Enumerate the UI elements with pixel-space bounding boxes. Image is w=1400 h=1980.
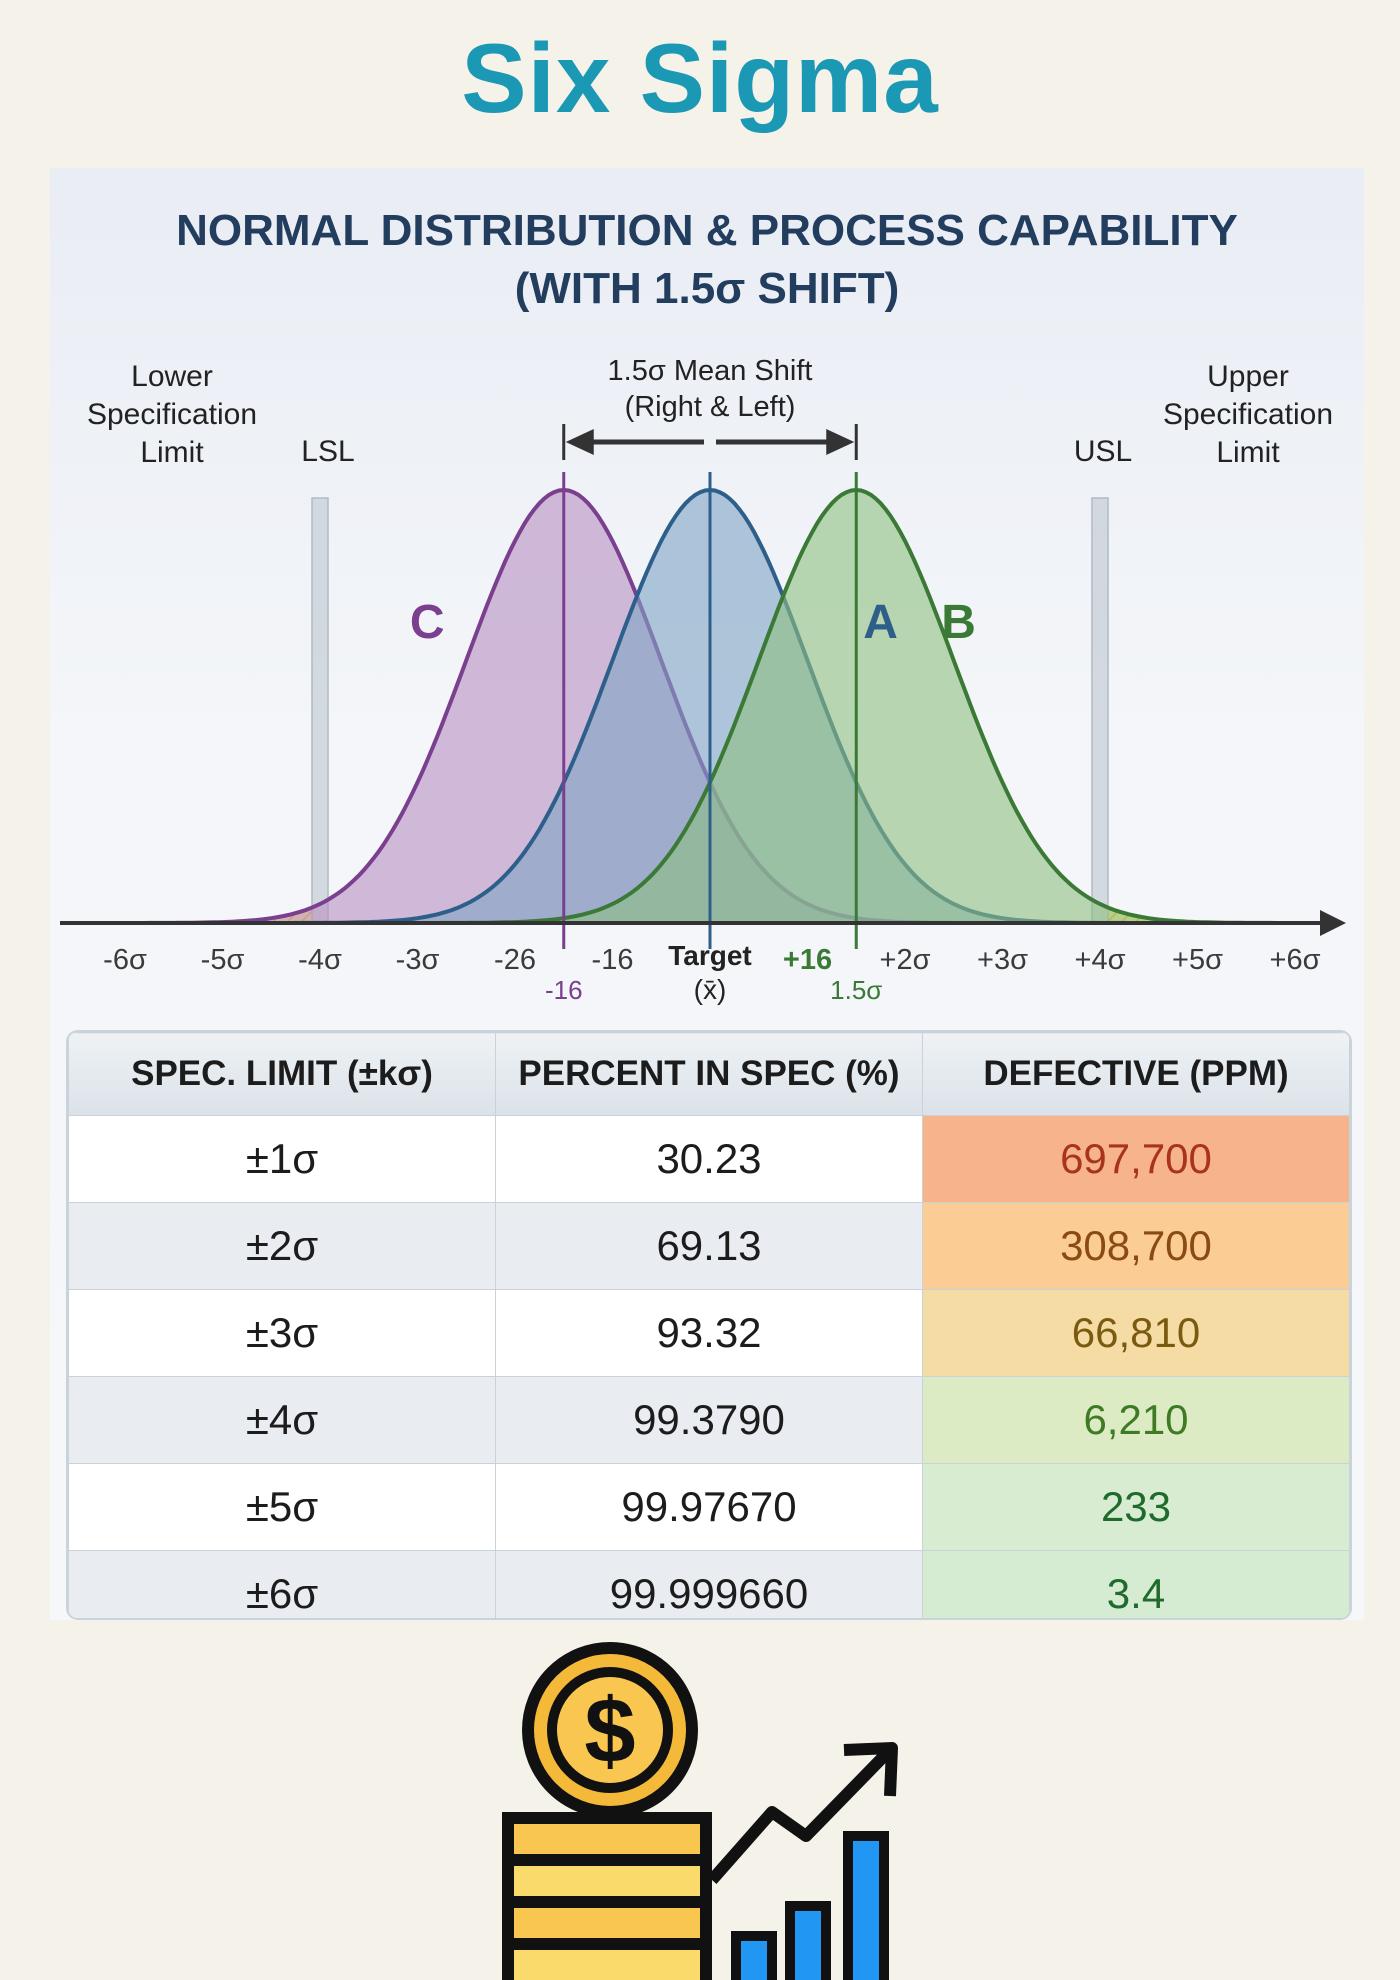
table-row: ±2σ 69.13 308,700 [68, 1202, 1350, 1290]
upper-spec-text: Upper [1207, 360, 1289, 393]
cell-spec-limit: ±6σ [68, 1550, 496, 1618]
chart-title-line1: NORMAL DISTRIBUTION & PROCESS CAPABILITY [176, 206, 1238, 255]
cell-percent: 99.97670 [495, 1463, 923, 1551]
cell-spec-limit: ±3σ [68, 1289, 496, 1377]
shift-label-left: -16 [545, 975, 583, 1005]
series-label-a: A [863, 596, 898, 649]
dollar-symbol: $ [584, 1680, 635, 1782]
table-row: ±5σ 99.97670 233 [68, 1463, 1350, 1551]
cell-spec-limit: ±2σ [68, 1202, 496, 1290]
tick-label: +5σ [1172, 944, 1223, 976]
target-label-sub: (x̄) [694, 974, 727, 1005]
lsl-label: LSL [301, 435, 354, 468]
cell-percent: 69.13 [495, 1202, 923, 1290]
mean-shift-sub: (Right & Left) [625, 391, 796, 423]
cell-percent: 93.32 [495, 1289, 923, 1377]
tick-label: -3σ [396, 944, 440, 976]
tick-label: +2σ [880, 944, 931, 976]
tick-label: +6σ [1270, 944, 1321, 976]
cell-spec-limit: ±5σ [68, 1463, 496, 1551]
x-axis-arrow-icon [1320, 910, 1346, 936]
tick-label: -26 [494, 944, 536, 976]
shift-label-right: 1.5σ [830, 975, 882, 1005]
header-ppm: DEFECTIVE (PPM) [922, 1032, 1350, 1116]
cell-ppm: 6,210 [922, 1376, 1350, 1464]
cell-ppm: 697,700 [922, 1115, 1350, 1203]
lsl-line [311, 497, 329, 924]
cell-ppm: 3.4 [922, 1550, 1350, 1618]
usl-line [1091, 497, 1109, 924]
arrow-right-icon [826, 429, 855, 455]
mean-shift-label: 1.5σ Mean Shift [608, 355, 813, 387]
tick-label: -6σ [103, 944, 147, 976]
table-row: ±3σ 93.32 66,810 [68, 1289, 1350, 1377]
sigma-table: SPEC. LIMIT (±kσ) PERCENT IN SPEC (%) DE… [66, 1030, 1352, 1620]
table-row: ±1σ 30.23 697,700 [68, 1115, 1350, 1203]
cell-spec-limit: ±1σ [68, 1115, 496, 1203]
target-label: Target [668, 940, 752, 971]
arrow-left-icon [565, 429, 594, 455]
distribution-chart: C A B -6σ -5σ -4σ -3σ -26 -16 +16 +2σ +3σ +4σ +5σ +6σ T… [60, 355, 1346, 1005]
series-label-c: C [410, 596, 445, 649]
cell-percent: 99.3790 [495, 1376, 923, 1464]
header-percent: PERCENT IN SPEC (%) [495, 1032, 923, 1116]
tick-label: -16 [592, 944, 634, 976]
lower-spec-text: Lower [131, 360, 213, 393]
table-header-row: SPEC. LIMIT (±kσ) PERCENT IN SPEC (%) DE… [68, 1032, 1350, 1116]
cell-ppm: 66,810 [922, 1289, 1350, 1377]
table-row: ±6σ 99.999660 3.4 [68, 1550, 1350, 1618]
growth-arrow-icon [707, 1747, 893, 1884]
tick-label: -5σ [201, 944, 245, 976]
cell-percent: 30.23 [495, 1115, 923, 1203]
usl-label: USL [1074, 435, 1132, 468]
cell-spec-limit: ±4σ [68, 1376, 496, 1464]
table-row: ±4σ 99.3790 6,210 [68, 1376, 1350, 1464]
page-title: Six Sigma [461, 23, 939, 133]
cell-ppm: 233 [922, 1463, 1350, 1551]
cell-ppm: 308,700 [922, 1202, 1350, 1290]
cell-percent: 99.999660 [495, 1550, 923, 1618]
tick-label: +4σ [1075, 944, 1126, 976]
tick-label: +3σ [977, 944, 1028, 976]
tick-label: +16 [783, 944, 832, 976]
series-label-b: B [941, 596, 976, 649]
lower-spec-text: Specification [87, 398, 257, 431]
header-spec-limit: SPEC. LIMIT (±kσ) [68, 1032, 496, 1116]
lower-spec-text: Limit [140, 436, 204, 469]
chart-title-line2: (WITH 1.5σ SHIFT) [514, 264, 900, 313]
upper-spec-text: Specification [1163, 398, 1333, 431]
upper-spec-text: Limit [1216, 436, 1280, 469]
tick-label: -4σ [298, 944, 342, 976]
chart-title: NORMAL DISTRIBUTION & PROCESS CAPABILITY… [50, 202, 1364, 318]
coin-stack-growth-icon: $ [502, 1642, 898, 1980]
